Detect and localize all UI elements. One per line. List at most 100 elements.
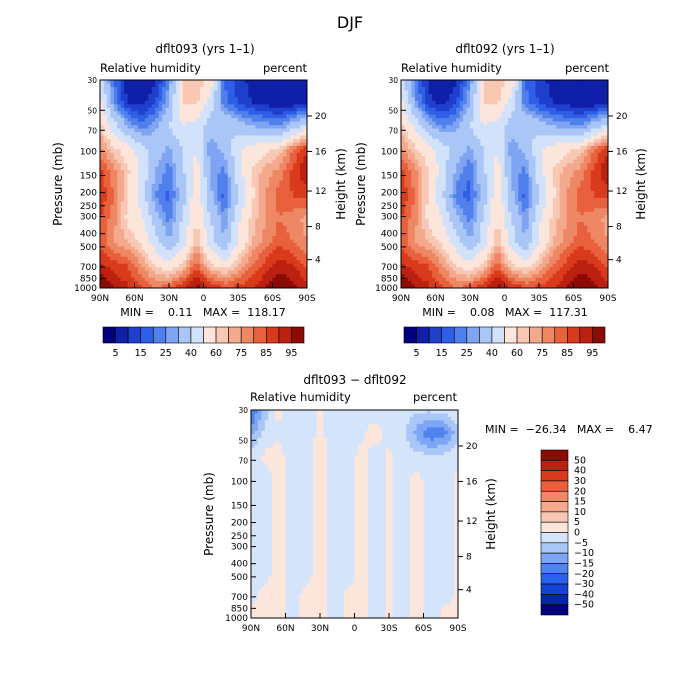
contour-cell — [238, 249, 242, 254]
contour-cell — [483, 138, 488, 143]
contour-cell — [213, 253, 218, 258]
contour-cell — [231, 204, 235, 209]
contour-cell — [196, 173, 201, 178]
contour-cell — [248, 239, 253, 244]
contour-cell — [127, 232, 132, 237]
contour-cell — [275, 166, 280, 171]
contour-cell — [535, 145, 540, 150]
contour-cell — [162, 159, 166, 164]
contour-cell — [296, 232, 301, 237]
contour-cell — [570, 125, 574, 129]
contour-cell — [113, 135, 118, 140]
contour-cell — [238, 208, 242, 213]
contour-cell — [542, 80, 547, 84]
contour-cell — [210, 187, 215, 192]
contour-cell — [604, 149, 609, 154]
contour-cell — [131, 281, 135, 285]
contour-cell — [100, 114, 104, 119]
contour-cell — [165, 83, 170, 88]
contour-cell — [231, 125, 235, 129]
contour-cell — [604, 125, 609, 129]
contour-cell — [300, 138, 304, 143]
contour-cell — [300, 111, 304, 116]
contour-cell — [275, 125, 280, 129]
contour-cell — [162, 246, 166, 251]
contour-cell — [296, 242, 301, 247]
contour-cell — [248, 118, 253, 122]
contour-cell — [131, 152, 135, 157]
colorbar-swatch — [291, 326, 305, 344]
contour-cell — [262, 218, 266, 223]
contour-cell — [293, 187, 298, 192]
contour-cell — [113, 201, 118, 206]
contour-cell — [459, 145, 464, 150]
contour-cell — [169, 145, 173, 150]
contour-cell — [175, 170, 180, 174]
contour-cell — [275, 138, 280, 143]
contour-cell — [227, 149, 232, 154]
contour-cell — [251, 90, 256, 95]
contour-cell — [258, 260, 263, 265]
contour-cell — [269, 100, 273, 105]
contour-cell — [200, 270, 204, 275]
contour-cell — [411, 90, 416, 95]
contour-cell — [141, 114, 146, 119]
contour-cell — [262, 204, 266, 209]
contour-cell — [186, 180, 191, 185]
contour-cell — [511, 97, 516, 102]
contour-cell — [189, 277, 194, 282]
contour-cell — [131, 222, 135, 226]
contour-cell — [255, 274, 260, 278]
contour-cell — [193, 232, 197, 237]
contour-cell — [148, 173, 153, 178]
contour-cell — [279, 170, 284, 174]
contour-cell — [151, 135, 156, 140]
contour-cell — [272, 270, 277, 275]
contour-cell — [255, 93, 260, 98]
contour-cell — [289, 135, 294, 140]
contour-cell — [576, 121, 581, 126]
contour-cell — [182, 93, 187, 98]
contour-cell — [158, 107, 163, 112]
contour-cell — [213, 242, 218, 247]
contour-cell — [169, 125, 173, 129]
contour-cell — [213, 197, 218, 202]
contour-cell — [563, 100, 567, 105]
contour-cell — [251, 177, 256, 181]
contour-cell — [217, 197, 222, 202]
contour-cell — [262, 232, 266, 237]
contour-cell — [124, 194, 128, 199]
contour-cell — [137, 270, 142, 275]
contour-cell — [155, 267, 160, 272]
contour-cell — [220, 204, 225, 209]
contour-cell — [269, 232, 273, 237]
contour-cell — [151, 194, 156, 199]
contour-cell — [110, 170, 115, 174]
contour-cell — [151, 201, 156, 206]
contour-cell — [251, 135, 256, 140]
contour-cell — [234, 277, 239, 282]
contour-cell — [113, 149, 118, 154]
contour-cell — [175, 242, 180, 247]
contour-cell — [179, 270, 184, 275]
contour-cell — [265, 263, 270, 268]
contour-cell — [227, 218, 232, 223]
contour-cell — [241, 218, 246, 223]
colorbar-label: 60 — [210, 348, 222, 359]
contour-cell — [127, 107, 132, 112]
contour-cell — [217, 97, 222, 102]
contour-cell — [231, 211, 235, 216]
contour-cell — [244, 187, 249, 192]
contour-cell — [141, 225, 146, 230]
contour-cell — [238, 229, 242, 233]
contour-cell — [210, 204, 215, 209]
contour-cell — [248, 270, 253, 275]
contour-cell — [110, 284, 115, 289]
contour-cell — [303, 284, 308, 289]
contour-cell — [289, 187, 294, 192]
contour-cell — [137, 253, 142, 258]
contour-cell — [220, 118, 225, 122]
contour-cell — [286, 90, 291, 95]
contour-cell — [425, 80, 429, 84]
contour-cell — [494, 90, 498, 95]
